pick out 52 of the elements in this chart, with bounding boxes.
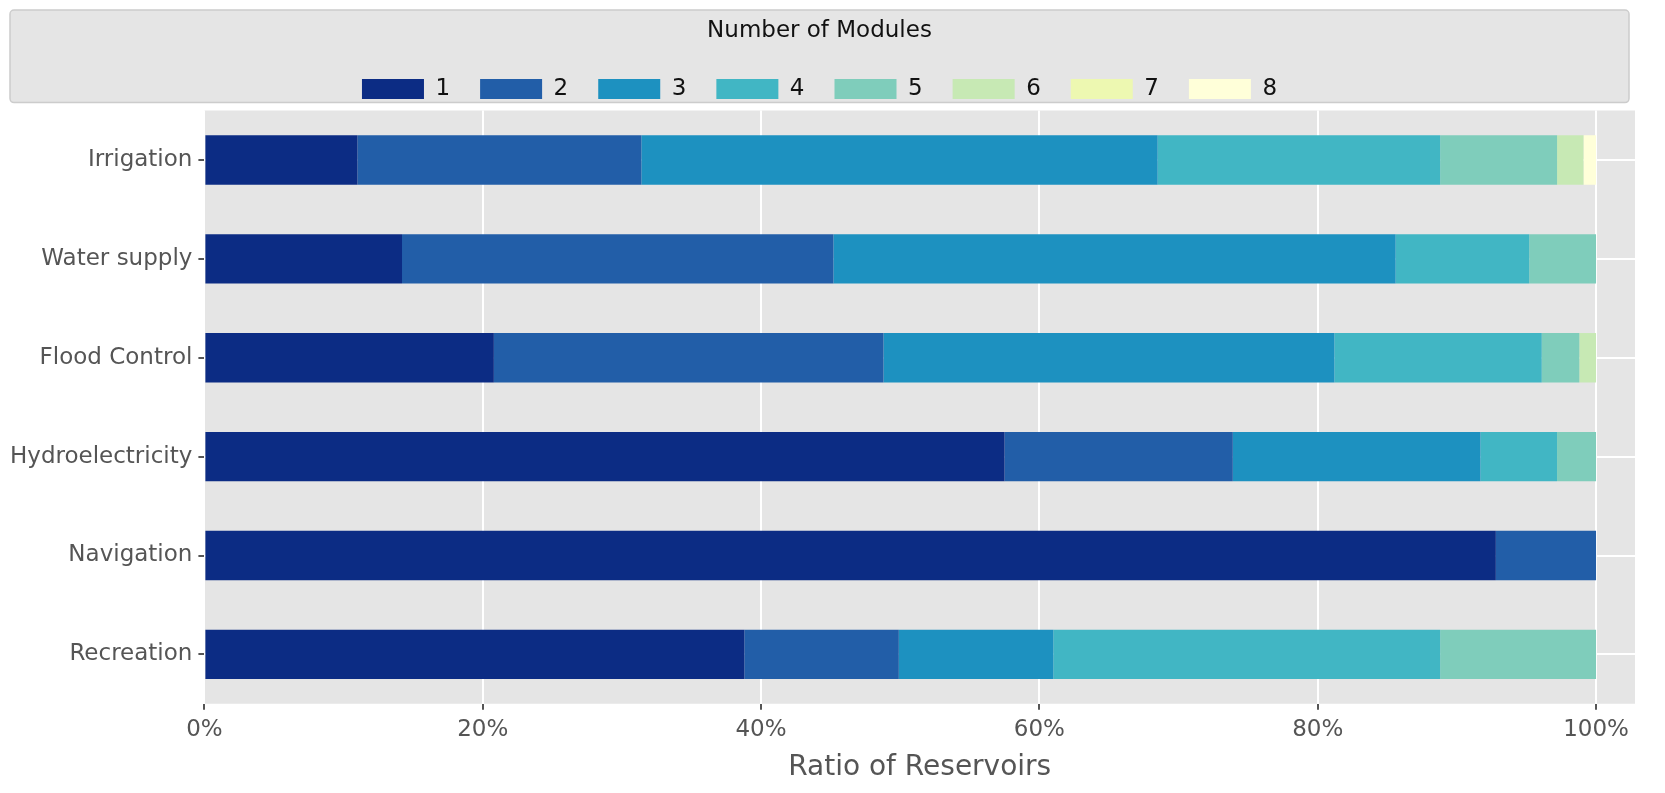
bar (205, 333, 494, 383)
bar (1495, 530, 1597, 581)
bar (641, 135, 1158, 185)
y-tick-label: Irrigation (87, 145, 193, 171)
bar (1334, 333, 1542, 383)
bar (205, 234, 403, 284)
bar (493, 333, 884, 383)
bar (833, 234, 1396, 284)
bar (357, 135, 642, 185)
y-tick-label: Flood Control (39, 342, 193, 369)
legend-label: 7 (1144, 74, 1159, 101)
legend-label: 5 (908, 74, 923, 101)
x-tick-label: 0% (186, 714, 223, 741)
bar (205, 530, 1496, 581)
bar (1529, 234, 1597, 284)
bar (1583, 135, 1597, 185)
legend-label: 2 (553, 74, 569, 101)
bar (1541, 333, 1580, 383)
bar (402, 234, 834, 284)
x-tick-label: 80% (1292, 714, 1344, 741)
bar (205, 135, 358, 185)
legend-title: Number of Modules (707, 16, 932, 43)
legend-label: 3 (671, 74, 687, 101)
bar (1395, 234, 1530, 284)
bar (1232, 431, 1481, 482)
bar (1579, 333, 1597, 383)
x-axis-title: Ratio of Reservoirs (788, 749, 1052, 783)
legend-label: 6 (1026, 74, 1041, 101)
bar (898, 629, 1054, 680)
bar (883, 333, 1335, 383)
x-tick-label: 100% (1563, 714, 1629, 741)
bar (1157, 135, 1441, 185)
x-tick-label: 60% (1013, 714, 1065, 741)
bar (205, 431, 1005, 482)
bar (205, 629, 745, 680)
bar (744, 629, 899, 680)
y-tick-label: Recreation (69, 639, 193, 666)
bar (1440, 629, 1597, 680)
y-tick-label: Hydroelectricity (9, 441, 193, 468)
bar (1557, 135, 1584, 185)
y-tick-label: Water supply (41, 243, 193, 270)
bar (1053, 629, 1441, 680)
bar (1004, 431, 1233, 482)
bar (1440, 135, 1558, 185)
x-tick-label: 40% (735, 714, 787, 741)
bar (1557, 431, 1597, 482)
legend-label: 1 (435, 74, 451, 101)
legend-label: 8 (1262, 74, 1278, 101)
y-tick-label: Navigation (68, 540, 193, 567)
bar (1480, 431, 1558, 482)
legend-label: 4 (789, 74, 805, 101)
x-tick-label: 20% (457, 714, 509, 741)
